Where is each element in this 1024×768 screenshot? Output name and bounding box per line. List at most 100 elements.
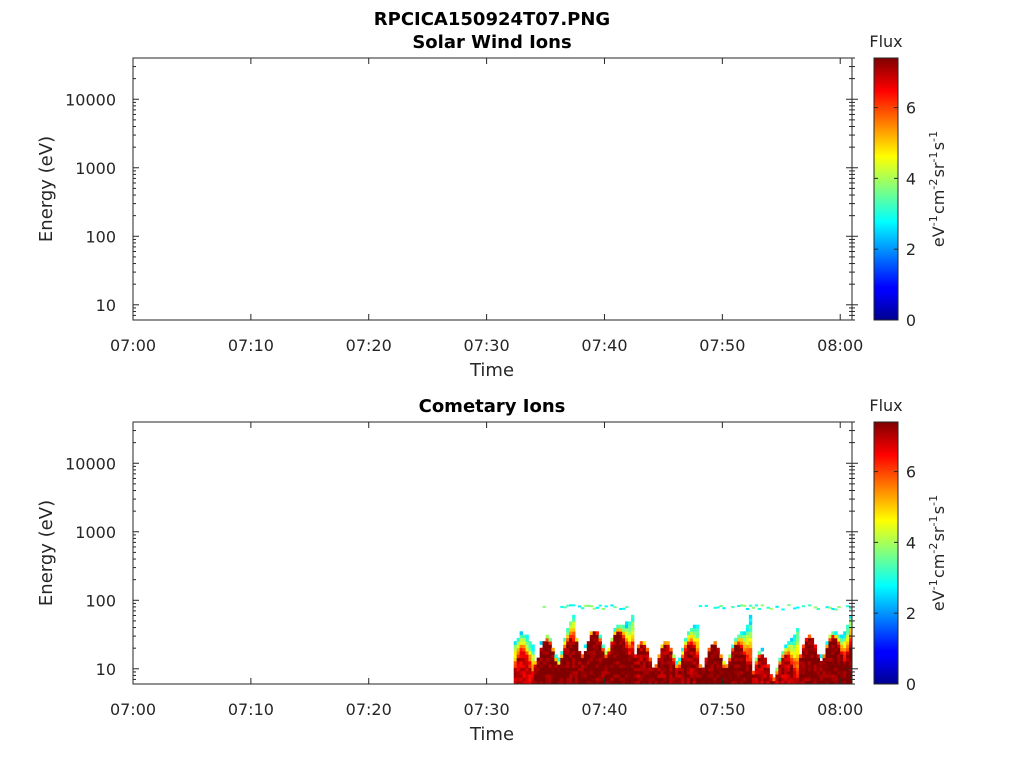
heatmap-cell: [819, 677, 823, 682]
heatmap-cell: [572, 614, 576, 619]
heatmap-cell: [781, 664, 785, 668]
unit-exponent: -1: [927, 579, 940, 590]
heatmap-cell: [551, 670, 555, 675]
heatmap-cell: [689, 664, 694, 668]
heatmap-cell: [713, 677, 717, 682]
heatmap-cell: [595, 644, 599, 649]
heatmap-cell: [651, 680, 655, 685]
heatmap-cell: [613, 637, 617, 642]
heatmap-cell: [563, 657, 567, 662]
heatmap-cell: [566, 628, 570, 632]
heatmap-cell: [660, 670, 664, 675]
heatmap-cell: [622, 634, 626, 639]
heatmap-cell: [760, 664, 764, 668]
heatmap-cell: [825, 674, 829, 678]
heatmap-cell: [660, 651, 664, 655]
x-axis-label: Time: [469, 724, 514, 745]
heatmap-cell: [740, 647, 744, 652]
heatmap-cell: [825, 680, 829, 685]
heatmap-cell: [796, 631, 800, 635]
heatmap-cell: [569, 624, 573, 629]
heatmap-cell: [577, 657, 582, 662]
heatmap-cell: [625, 660, 629, 665]
heatmap-cell: [686, 664, 691, 668]
heatmap-cell: [583, 651, 588, 655]
heatmap-cell: [580, 667, 585, 672]
heatmap-cell: [819, 654, 823, 659]
heatmap-cell: [595, 654, 599, 659]
heatmap-cell: [595, 674, 599, 678]
heatmap-cell: [595, 647, 599, 652]
heatmap-cell: [846, 660, 850, 665]
heatmap-cell: [622, 637, 626, 642]
heatmap-cell: [701, 677, 706, 682]
heatmap-cell: [816, 664, 820, 668]
heatmap-cell: [557, 664, 561, 668]
heatmap-cell: [622, 677, 626, 682]
heatmap-cell: [633, 670, 638, 675]
heatmap-cell: [595, 660, 599, 665]
y-tick-label: 10: [96, 660, 116, 679]
heatmap-cell: [563, 606, 567, 609]
heatmap-cell: [575, 647, 579, 652]
heatmap-cell: [525, 674, 529, 678]
heatmap-cell: [713, 670, 717, 675]
heatmap-cell: [742, 641, 747, 645]
heatmap-cell: [745, 677, 750, 682]
heatmap-cell: [660, 654, 664, 659]
heatmap-cell: [684, 660, 688, 665]
heatmap-cell: [695, 677, 700, 682]
heatmap-cell: [604, 680, 608, 685]
heatmap-cell: [610, 664, 614, 668]
heatmap-cell: [563, 674, 567, 678]
heatmap-cell: [793, 674, 797, 678]
heatmap-cell: [592, 634, 597, 639]
heatmap-cell: [810, 651, 815, 655]
heatmap-cell: [601, 680, 605, 685]
heatmap-cell: [528, 670, 532, 675]
colorbar-gradient: [873, 421, 899, 685]
heatmap-cell: [798, 680, 803, 685]
heatmap-cell: [607, 667, 611, 672]
unit-base: cm: [929, 190, 948, 214]
heatmap-cell: [689, 667, 694, 672]
heatmap-cell: [580, 674, 585, 678]
heatmap-cell: [660, 680, 664, 685]
heatmap-cell: [728, 667, 732, 672]
heatmap-cell: [566, 660, 570, 665]
heatmap-cell: [745, 624, 750, 629]
heatmap-cell: [642, 644, 647, 649]
heatmap-cell: [669, 670, 673, 675]
heatmap-cell: [622, 631, 626, 635]
heatmap-cell: [648, 670, 653, 675]
heatmap-cell: [801, 651, 806, 655]
heatmap-cell: [790, 667, 794, 672]
heatmap-cell: [607, 651, 611, 655]
heatmap-cell: [745, 608, 750, 610]
heatmap-cell: [737, 660, 741, 665]
heatmap-cell: [672, 677, 676, 682]
y-tick-label: 10: [96, 296, 116, 315]
heatmap-cell: [645, 667, 650, 672]
heatmap-cell: [551, 647, 555, 652]
heatmap-cell: [610, 637, 614, 642]
heatmap-cell: [660, 674, 664, 678]
heatmap-cell: [681, 677, 685, 682]
heatmap-cell: [692, 664, 697, 668]
heatmap-cell: [810, 674, 815, 678]
heatmap-cell: [831, 641, 835, 645]
heatmap-cell: [525, 654, 529, 659]
heatmap-cell: [633, 677, 638, 682]
heatmap-cell: [787, 654, 791, 659]
unit-base: s: [929, 142, 948, 150]
heatmap-cell: [822, 657, 826, 662]
heatmap-cell: [548, 677, 552, 682]
heatmap-cell: [781, 674, 785, 678]
heatmap-cell: [613, 634, 617, 639]
heatmap-cell: [601, 657, 605, 662]
heatmap-cell: [592, 651, 597, 655]
unit-base: eV: [929, 226, 948, 247]
heatmap-cell: [769, 680, 773, 685]
heatmap-cell: [681, 657, 685, 662]
heatmap-cell: [598, 667, 602, 672]
